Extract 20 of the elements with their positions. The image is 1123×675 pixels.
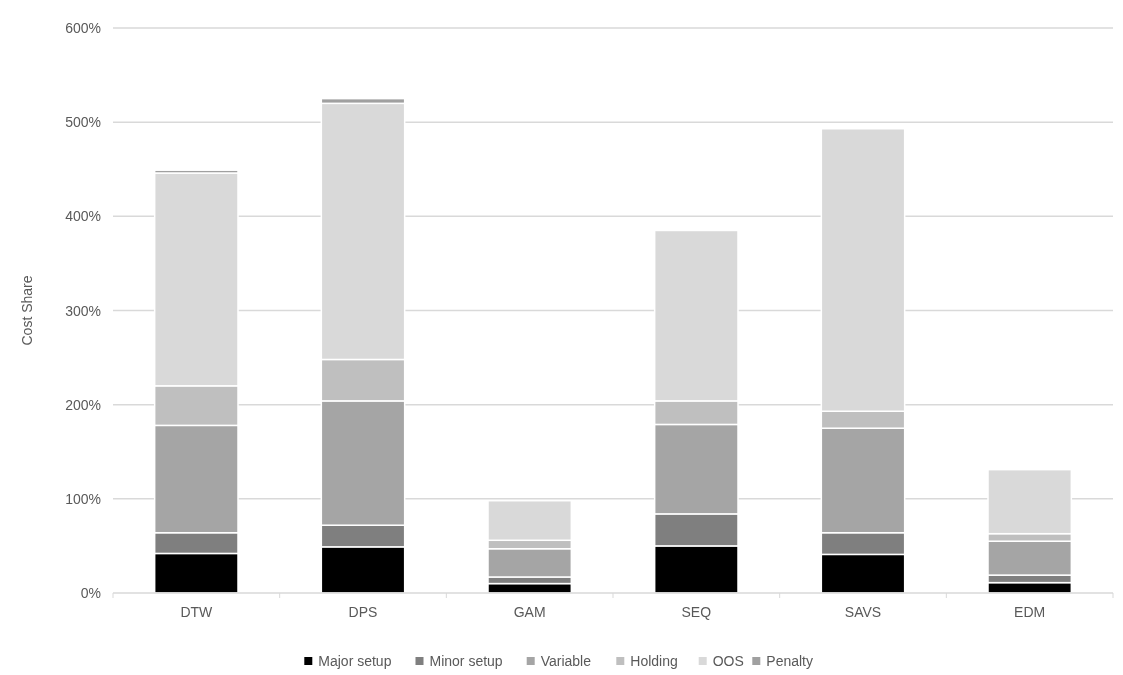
- legend-label: Holding: [630, 653, 678, 669]
- legend-label: Penalty: [766, 653, 813, 669]
- y-axis-title: Cost Share: [19, 275, 35, 346]
- legend-label: Major setup: [318, 653, 392, 669]
- y-tick-label: 600%: [65, 20, 101, 36]
- x-tick-label: DTW: [180, 604, 214, 620]
- y-tick-label: 200%: [65, 396, 101, 413]
- y-tick-label: 300%: [65, 302, 101, 319]
- legend-label: Minor setup: [429, 653, 503, 669]
- x-tick-label: SEQ: [681, 604, 712, 620]
- legend-label: OOS: [712, 653, 744, 669]
- x-tick-label: GAM: [513, 604, 546, 620]
- legend-label: Variable: [540, 653, 592, 669]
- y-tick-label: 100%: [65, 490, 101, 507]
- x-tick-label: EDM: [1014, 604, 1046, 620]
- x-tick-label: SAVS: [844, 604, 882, 620]
- y-tick-label: 400%: [65, 208, 101, 225]
- x-tick-label: DPS: [348, 604, 378, 620]
- y-tick-label: 500%: [65, 114, 101, 131]
- y-tick-label: 0%: [80, 585, 101, 601]
